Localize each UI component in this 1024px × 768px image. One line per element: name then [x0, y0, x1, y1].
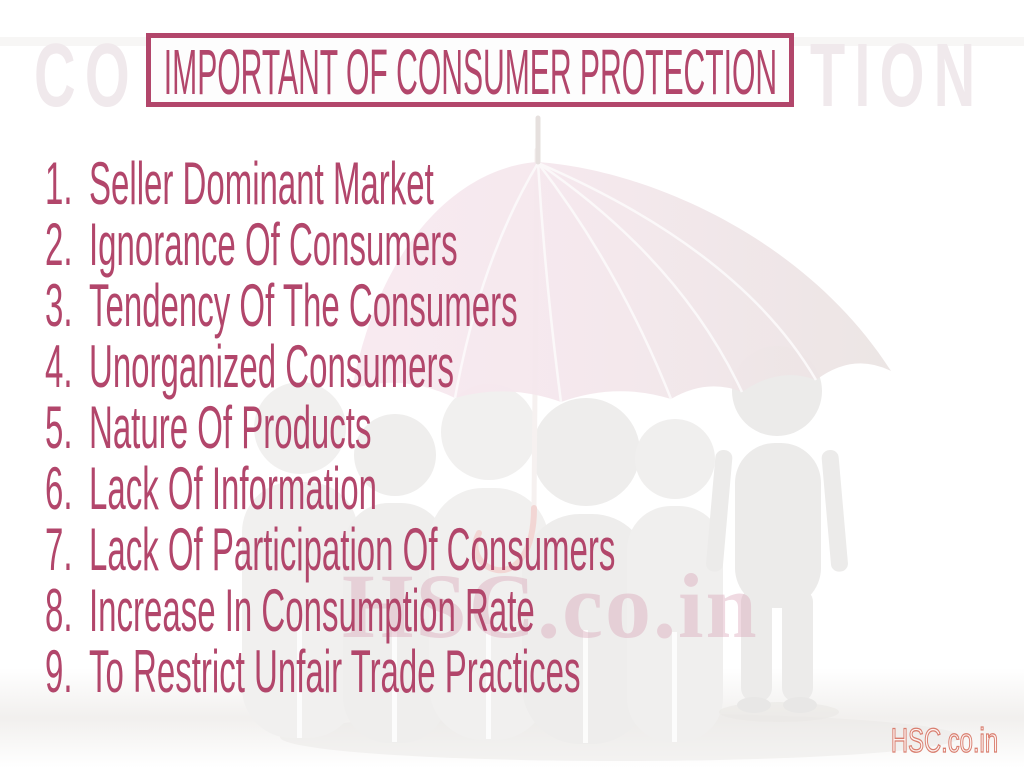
umbrella-icon	[352, 115, 891, 574]
item-label: Seller Dominant Market	[89, 150, 434, 217]
item-label: Ignorance Of Consumers	[89, 211, 458, 278]
item-number: 2.	[45, 211, 73, 278]
list-item: 7. Lack Of Participation Of Consumers	[45, 519, 615, 580]
item-label: Increase In Consumption Rate	[89, 577, 535, 644]
center-watermark: HSC.co.in	[342, 555, 759, 657]
list-item: 3. Tendency Of The Consumers	[45, 275, 615, 336]
ghost-text-left: CO	[34, 26, 139, 126]
item-number: 3.	[45, 272, 73, 339]
item-number: 1.	[45, 150, 73, 217]
list-item: 8. Increase In Consumption Rate	[45, 580, 615, 641]
umbrella-ribs	[453, 161, 818, 403]
item-label: To Restrict Unfair Trade Practices	[89, 638, 581, 705]
item-label: Lack Of Information	[89, 455, 377, 522]
list-item: 1. Seller Dominant Market	[45, 153, 615, 214]
points-list: 1. Seller Dominant Market 2. Ignorance O…	[45, 153, 1024, 702]
item-number: 4.	[45, 333, 73, 400]
item-label: Unorganized Consumers	[89, 333, 455, 400]
umbrella-handle-hook	[472, 505, 537, 574]
list-item: 4. Unorganized Consumers	[45, 336, 615, 397]
ghost-text-right: TION	[810, 26, 985, 126]
item-number: 6.	[45, 455, 73, 522]
list-item: 2. Ignorance Of Consumers	[45, 214, 615, 275]
item-label: Nature Of Products	[89, 394, 372, 461]
item-number: 7.	[45, 516, 73, 583]
list-item: 6. Lack Of Information	[45, 458, 615, 519]
item-number: 9.	[45, 638, 73, 705]
list-item: 5. Nature Of Products	[45, 397, 615, 458]
item-number: 5.	[45, 394, 73, 461]
crowd-figures-illustration	[242, 346, 960, 761]
item-label: Lack Of Participation Of Consumers	[89, 516, 616, 583]
title-box: IMPORTANT OF CONSUMER PROTECTION	[146, 33, 794, 108]
list-item: 9. To Restrict Unfair Trade Practices	[45, 641, 615, 702]
umbrella-canopy	[352, 162, 891, 402]
footer-watermark: HSC.co.in	[890, 722, 998, 760]
item-label: Tendency Of The Consumers	[89, 272, 518, 339]
item-number: 8.	[45, 577, 73, 644]
slide-title: IMPORTANT OF CONSUMER PROTECTION	[163, 36, 777, 108]
